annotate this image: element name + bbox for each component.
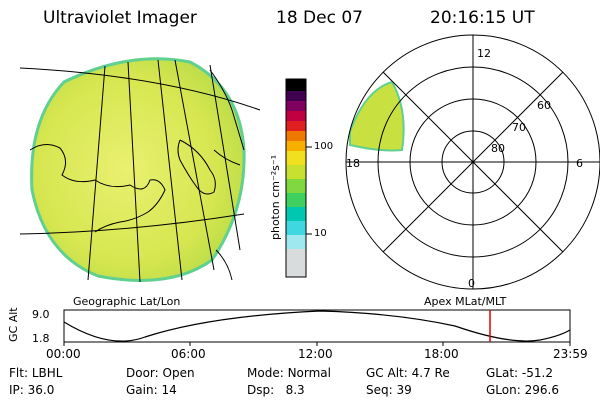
coastlines [29,69,245,281]
info-flt: Flt: LBHL [9,366,63,380]
observation-date: 18 Dec 07 [276,8,363,28]
altitude-xtick-0600: 06:00 [171,347,206,361]
mlt-label-18: 18 [346,157,360,170]
info-door: Door: Open [126,366,195,380]
colorbar-unit-label: photon cm⁻²s⁻¹ [269,154,282,240]
info-glon: GLon: 296.6 [486,383,559,397]
info-ip: IP: 36.0 [9,383,55,397]
mlt-label-12: 12 [477,47,491,60]
info-dsp: Dsp: 8.3 [247,383,305,397]
colorbar [285,78,312,278]
polar-panel-caption: Apex MLat/MLT [424,295,507,308]
mlt-label-0: 0 [468,277,475,290]
observation-time: 20:16:15 UT [430,8,535,28]
info-mode: Mode: Normal [247,366,331,380]
altitude-ylabel: GC Alt [7,307,20,342]
altitude-ytick-min: 1.8 [32,332,50,345]
colorbar-tick-10: 10 [314,228,327,239]
altitude-xtick-0000: 00:00 [46,347,81,361]
info-glat: GLat: -51.2 [486,366,553,380]
mlat-label-70: 70 [512,121,526,134]
auroral-oval [349,80,405,152]
colorbar-tick-100: 100 [314,141,334,152]
altitude-xtick-1800: 18:00 [424,347,459,361]
mlt-label-6: 6 [576,157,583,170]
info-seq: Seq: 39 [366,383,412,397]
polar-plot [345,34,600,290]
geographic-grid [19,59,261,283]
mlat-label-60: 60 [537,99,551,112]
info-gc-alt: GC Alt: 4.7 Re [366,366,450,380]
altitude-xtick-2359: 23:59 [553,347,588,361]
earth-panel-caption: Geographic Lat/Lon [73,295,181,308]
altitude-xtick-1200: 12:00 [298,347,333,361]
mlat-label-80: 80 [491,142,505,155]
altitude-ytick-max: 9.0 [32,308,50,321]
instrument-title: Ultraviolet Imager [43,8,197,28]
info-gain: Gain: 14 [126,383,177,397]
